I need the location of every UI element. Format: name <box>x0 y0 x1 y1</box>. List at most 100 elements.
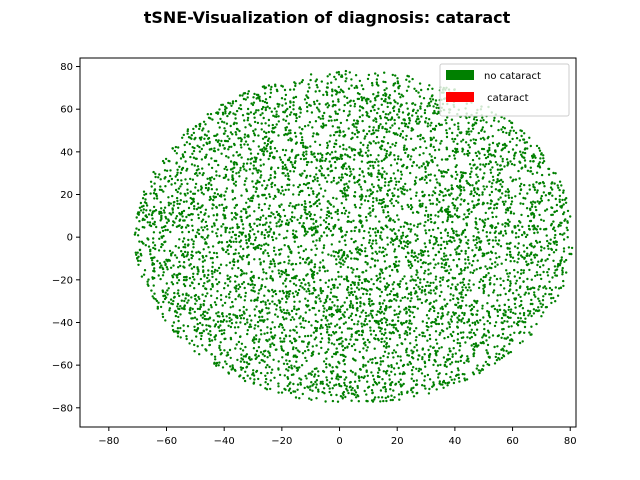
scatter-point <box>349 170 352 173</box>
scatter-point <box>368 239 371 242</box>
scatter-point <box>234 347 237 350</box>
scatter-point <box>337 85 340 89</box>
scatter-point <box>204 208 208 211</box>
scatter-point <box>426 339 429 342</box>
scatter-point <box>327 279 331 282</box>
scatter-point <box>394 293 397 297</box>
scatter-point <box>503 303 506 307</box>
scatter-point <box>366 77 370 81</box>
scatter-point <box>455 214 459 218</box>
scatter-point <box>200 191 204 194</box>
scatter-point <box>486 267 489 271</box>
scatter-point <box>349 338 352 341</box>
scatter-point <box>522 244 525 247</box>
scatter-point <box>483 138 486 141</box>
scatter-point <box>296 366 299 370</box>
scatter-point <box>174 175 177 178</box>
scatter-point <box>316 204 319 208</box>
scatter-point <box>329 370 333 373</box>
scatter-point <box>143 269 147 272</box>
scatter-point <box>208 140 211 144</box>
scatter-point <box>409 362 413 365</box>
scatter-point <box>287 295 290 298</box>
scatter-point <box>543 185 546 188</box>
scatter-point <box>407 259 410 262</box>
scatter-point <box>337 73 341 76</box>
scatter-point <box>426 280 429 284</box>
scatter-point <box>285 317 288 320</box>
scatter-point <box>498 172 501 175</box>
scatter-point <box>206 280 209 283</box>
scatter-point <box>388 378 391 381</box>
scatter-point <box>196 202 200 205</box>
scatter-point <box>272 231 276 234</box>
scatter-point <box>379 172 382 175</box>
scatter-point <box>312 233 316 236</box>
scatter-point <box>317 370 320 373</box>
scatter-point <box>452 339 456 342</box>
scatter-point <box>234 204 238 207</box>
scatter-point <box>416 295 419 298</box>
scatter-point <box>259 263 262 266</box>
scatter-point <box>196 165 200 168</box>
scatter-point <box>529 333 532 336</box>
scatter-point <box>554 286 557 289</box>
scatter-point <box>217 163 220 167</box>
scatter-point <box>411 109 415 113</box>
scatter-point <box>196 322 199 326</box>
scatter-point <box>234 131 237 134</box>
scatter-point <box>466 266 469 269</box>
scatter-point <box>306 334 310 338</box>
scatter-point <box>410 206 414 209</box>
scatter-point <box>442 175 445 178</box>
scatter-point <box>406 242 410 246</box>
scatter-point <box>365 102 369 105</box>
scatter-point <box>326 144 330 147</box>
scatter-point <box>313 326 317 330</box>
scatter-point <box>566 209 570 213</box>
scatter-point <box>204 183 208 187</box>
scatter-point <box>361 170 364 173</box>
scatter-point <box>339 155 342 158</box>
scatter-point <box>419 281 422 284</box>
scatter-point <box>363 389 366 393</box>
scatter-point <box>546 244 549 248</box>
scatter-point <box>404 338 407 341</box>
scatter-point <box>271 235 274 239</box>
scatter-point <box>142 190 146 193</box>
scatter-point <box>400 235 403 238</box>
scatter-point <box>500 262 503 265</box>
scatter-point <box>550 182 553 185</box>
scatter-point <box>510 325 513 328</box>
scatter-point <box>547 247 550 250</box>
scatter-point <box>314 90 317 93</box>
scatter-point <box>451 131 454 135</box>
scatter-point <box>192 242 195 246</box>
scatter-point <box>413 251 416 254</box>
scatter-point <box>172 204 175 207</box>
scatter-point <box>396 329 400 333</box>
scatter-point <box>343 363 346 366</box>
scatter-point <box>309 213 312 216</box>
scatter-point <box>209 197 212 201</box>
scatter-point <box>398 333 401 337</box>
scatter-point <box>336 112 339 116</box>
scatter-point <box>280 248 283 251</box>
scatter-point <box>186 192 189 195</box>
scatter-point <box>425 117 428 120</box>
scatter-point <box>335 197 338 200</box>
scatter-point <box>355 86 359 89</box>
scatter-point <box>140 205 144 208</box>
scatter-point <box>244 208 247 211</box>
scatter-point <box>460 293 463 296</box>
scatter-point <box>304 319 307 323</box>
scatter-point <box>272 197 275 200</box>
scatter-point <box>344 243 347 247</box>
scatter-point <box>253 222 256 225</box>
scatter-point <box>418 153 421 157</box>
scatter-point <box>227 324 230 327</box>
scatter-point <box>319 165 322 168</box>
scatter-point <box>363 180 366 183</box>
scatter-point <box>359 302 362 305</box>
scatter-point <box>440 262 444 265</box>
